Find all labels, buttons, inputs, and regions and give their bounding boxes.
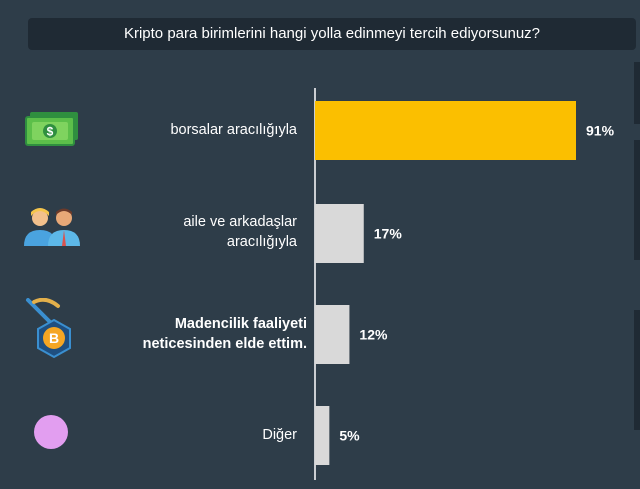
value-label: 5% [339,428,360,444]
category-label-aile: aile ve arkadaşlar aracılığıyla [183,214,297,250]
svg-text:$: $ [47,125,54,139]
money-icon: $ [24,110,80,153]
bar [315,406,330,465]
value-label: 17% [374,226,403,242]
bar [315,204,364,263]
bar [315,101,576,160]
circle-icon [33,414,69,455]
people-icon [22,206,82,251]
edge-strip [634,140,640,260]
category-label-diger: Diğer [262,427,297,443]
bitcoin-mining-icon: B [24,297,76,365]
chart-title: Kripto para birimlerini hangi yolla edin… [28,18,636,50]
bar [315,305,350,364]
edge-strip [634,62,640,124]
category-label-borsalar: borsalar aracılığıyla [170,122,297,138]
value-label: 91% [586,123,615,139]
edge-strip [634,310,640,430]
category-label-madencilik: Madencilik faaliyeti neticesinden elde e… [142,316,307,352]
value-label: 12% [359,327,388,343]
svg-text:B: B [49,330,59,346]
